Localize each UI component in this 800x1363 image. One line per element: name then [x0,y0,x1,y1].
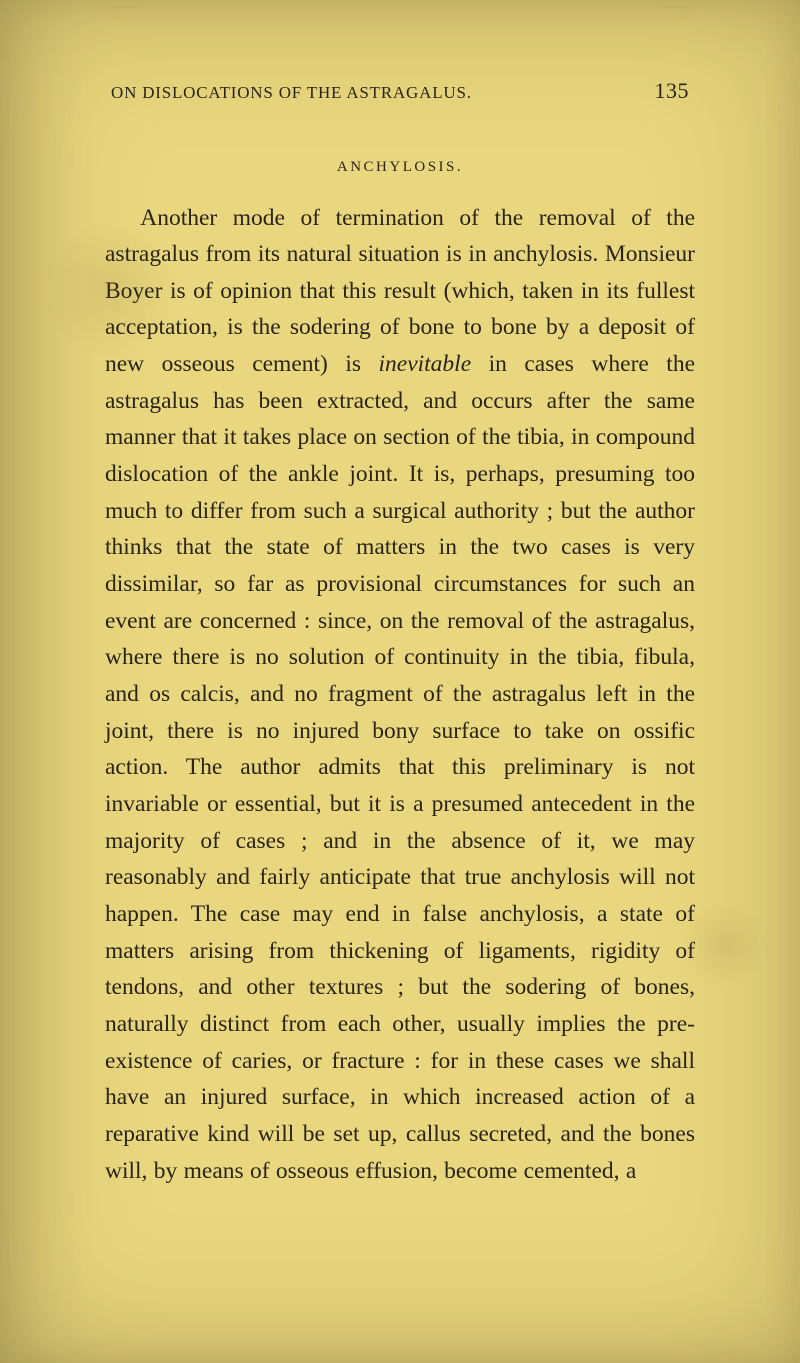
running-head-title: ON DISLOCATIONS OF THE ASTRAGALUS. [111,83,472,103]
running-head: ON DISLOCATIONS OF THE ASTRAGALUS. 135 [105,78,695,104]
page-number: 135 [655,78,690,104]
page-content: ON DISLOCATIONS OF THE ASTRAGALUS. 135 A… [105,78,695,1213]
body-paragraph: Another mode of termination of the remov… [105,200,695,1190]
italic-word: inevitable [378,351,471,377]
section-heading: ANCHYLOSIS. [105,159,695,176]
